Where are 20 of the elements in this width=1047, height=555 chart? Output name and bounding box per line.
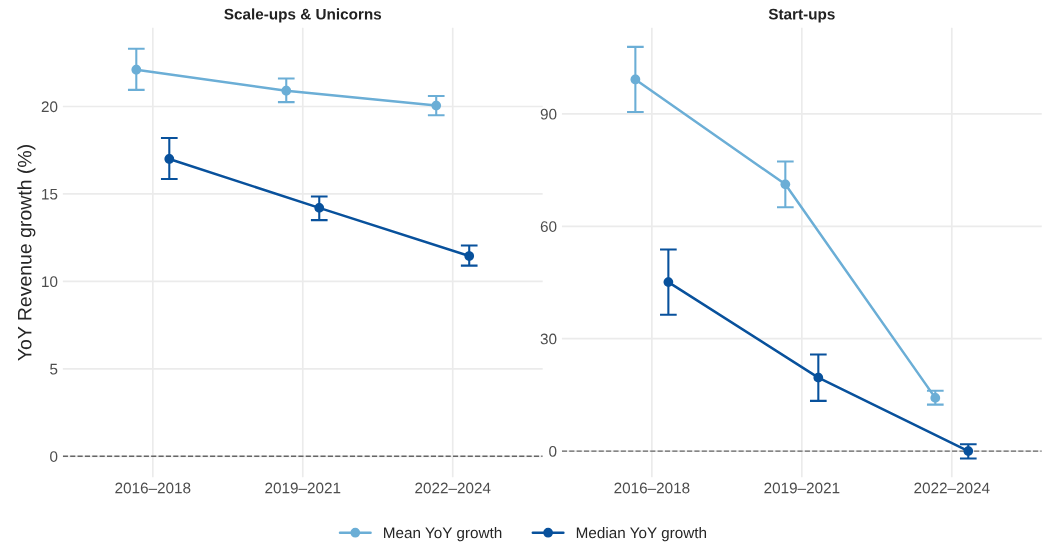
y-tick-label: 90: [540, 108, 557, 120]
y-tick-label: 20: [41, 101, 58, 113]
x-tick-label: 2022–2024: [415, 482, 491, 494]
y-tick-label: 60: [540, 221, 557, 232]
legend-label: Mean YoY growth: [384, 527, 502, 542]
y-tick-label: 0: [50, 451, 58, 462]
legend-label: Median YoY growth: [576, 527, 707, 542]
chart-title: Start-ups: [768, 8, 835, 23]
x-tick-label: 2019–2021: [764, 482, 840, 494]
y-tick-label: 15: [42, 188, 58, 200]
chart-title: Scale-ups & Unicorns: [224, 8, 382, 23]
x-tick-label: 2016–2018: [614, 482, 690, 494]
y-axis-title: YoY Revenue growth (%): [17, 145, 36, 361]
y-tick-label: 30: [540, 333, 557, 345]
x-tick-label: 2019–2021: [265, 482, 341, 494]
x-tick-label: 2022–2024: [914, 482, 990, 494]
x-tick-label: 2016–2018: [115, 482, 191, 494]
y-tick-label: 0: [549, 445, 557, 457]
y-tick-label: 10: [42, 276, 58, 288]
y-tick-label: 5: [50, 363, 58, 375]
